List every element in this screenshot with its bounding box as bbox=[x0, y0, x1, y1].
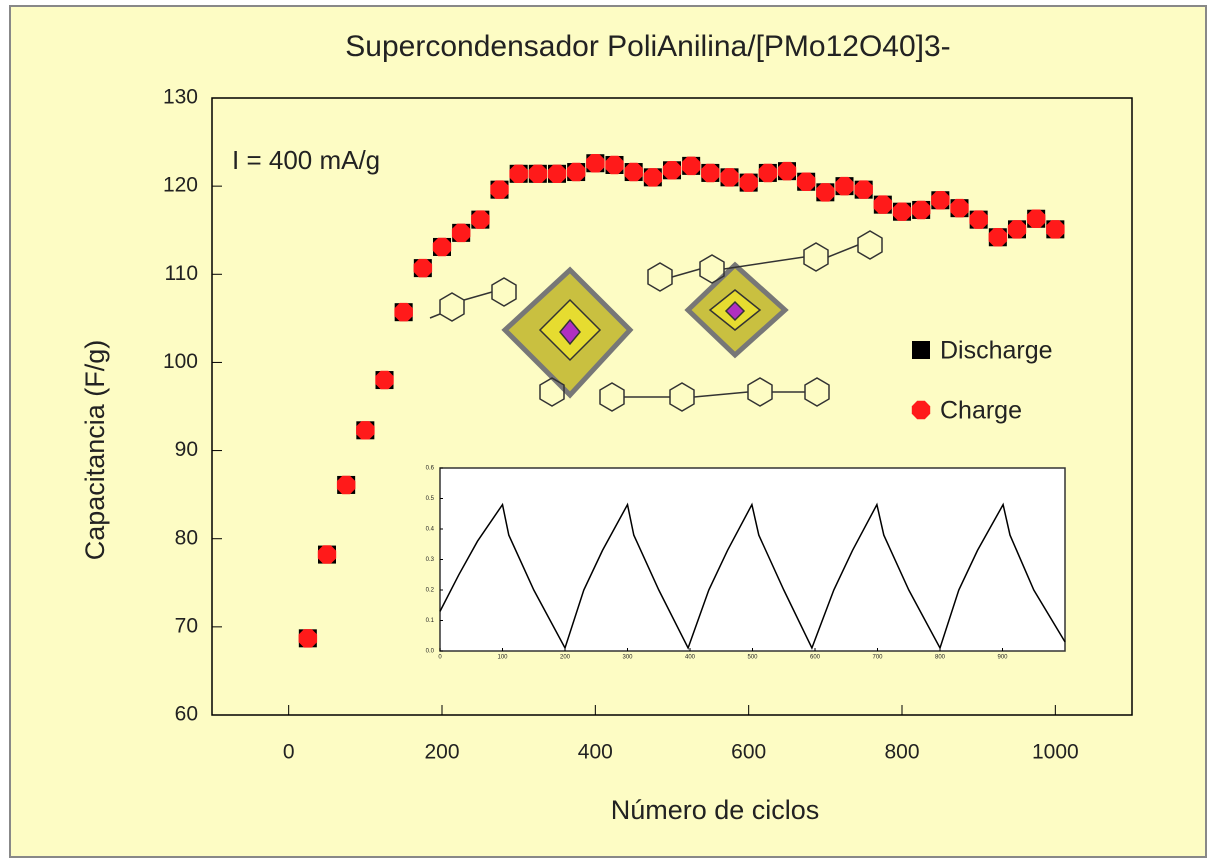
marker bbox=[835, 177, 853, 196]
x-tick-label: 200 bbox=[560, 655, 571, 661]
background bbox=[10, 6, 1206, 857]
x-tick-label: 200 bbox=[424, 741, 459, 764]
x-tick-label: 900 bbox=[997, 655, 1008, 661]
marker bbox=[797, 173, 816, 192]
y-tick-label: 110 bbox=[165, 262, 198, 285]
x-tick-label: 500 bbox=[747, 655, 758, 661]
y-tick-label: 0.0 bbox=[426, 649, 435, 655]
x-tick-label: 0 bbox=[283, 741, 295, 764]
y-tick-label: 0.1 bbox=[426, 618, 435, 624]
y-tick-label: 60 bbox=[175, 703, 198, 726]
marker bbox=[394, 303, 413, 322]
y-tick-label: 0.5 bbox=[426, 496, 435, 502]
legend-marker bbox=[912, 401, 930, 419]
marker bbox=[529, 165, 548, 183]
marker bbox=[1008, 220, 1026, 239]
marker bbox=[452, 224, 471, 243]
y-tick-label: 100 bbox=[163, 350, 198, 373]
x-tick-label: 600 bbox=[731, 741, 766, 764]
marker bbox=[605, 156, 623, 175]
marker bbox=[1027, 210, 1046, 229]
y-tick-label: 0.4 bbox=[426, 527, 435, 533]
marker bbox=[663, 161, 681, 180]
x-tick-label: 400 bbox=[685, 655, 696, 661]
inset-frame bbox=[440, 468, 1065, 651]
x-tick-label: 600 bbox=[810, 655, 821, 661]
legend-marker bbox=[912, 341, 930, 359]
marker bbox=[931, 191, 950, 210]
marker bbox=[701, 164, 720, 183]
x-tick-label: 300 bbox=[622, 655, 633, 661]
marker bbox=[509, 165, 528, 183]
marker bbox=[548, 165, 566, 183]
marker bbox=[682, 157, 701, 176]
marker bbox=[759, 164, 778, 183]
marker bbox=[624, 163, 643, 182]
y-tick-label: 80 bbox=[175, 526, 198, 549]
legend-label: Charge bbox=[940, 397, 1022, 425]
marker bbox=[739, 173, 758, 192]
marker bbox=[912, 201, 931, 220]
y-axis-label: Capacitancia (F/g) bbox=[80, 340, 110, 561]
y-tick-label: 0.2 bbox=[426, 588, 435, 594]
marker bbox=[816, 183, 835, 202]
legend-label: Discharge bbox=[940, 337, 1053, 365]
marker bbox=[950, 199, 968, 218]
marker bbox=[1046, 220, 1065, 239]
y-tick-label: 0.6 bbox=[426, 466, 435, 472]
x-tick-label: 400 bbox=[578, 741, 613, 764]
y-tick-label: 130 bbox=[163, 86, 198, 109]
marker bbox=[969, 210, 988, 229]
chart-title: Supercondensador PoliAnilina/[PMo12O40]3… bbox=[345, 30, 950, 63]
y-tick-label: 0.3 bbox=[426, 557, 435, 563]
y-tick-label: 120 bbox=[163, 174, 198, 197]
marker bbox=[567, 163, 586, 182]
marker bbox=[375, 371, 393, 390]
annotation: I = 400 mA/g bbox=[232, 145, 380, 175]
marker bbox=[874, 195, 893, 214]
marker bbox=[337, 476, 356, 495]
marker bbox=[490, 180, 508, 199]
marker bbox=[854, 180, 873, 199]
x-tick-label: 100 bbox=[497, 655, 508, 661]
marker bbox=[720, 168, 738, 187]
marker bbox=[778, 162, 796, 181]
x-axis-label: Número de ciclos bbox=[611, 795, 820, 825]
y-tick-label: 70 bbox=[175, 614, 198, 637]
marker bbox=[414, 259, 433, 278]
marker bbox=[893, 203, 911, 221]
marker bbox=[356, 421, 375, 439]
marker bbox=[471, 210, 490, 229]
x-tick-label: 800 bbox=[935, 655, 946, 661]
marker bbox=[989, 228, 1008, 247]
marker bbox=[644, 168, 663, 187]
marker bbox=[318, 545, 336, 564]
marker bbox=[299, 629, 318, 648]
y-tick-label: 90 bbox=[175, 438, 198, 461]
marker bbox=[586, 154, 605, 173]
x-tick-label: 1000 bbox=[1032, 741, 1079, 764]
chart: Supercondensador PoliAnilina/[PMo12O40]3… bbox=[0, 0, 1213, 863]
marker bbox=[433, 238, 451, 257]
x-tick-label: 800 bbox=[884, 741, 919, 764]
x-tick-label: 700 bbox=[872, 655, 883, 661]
